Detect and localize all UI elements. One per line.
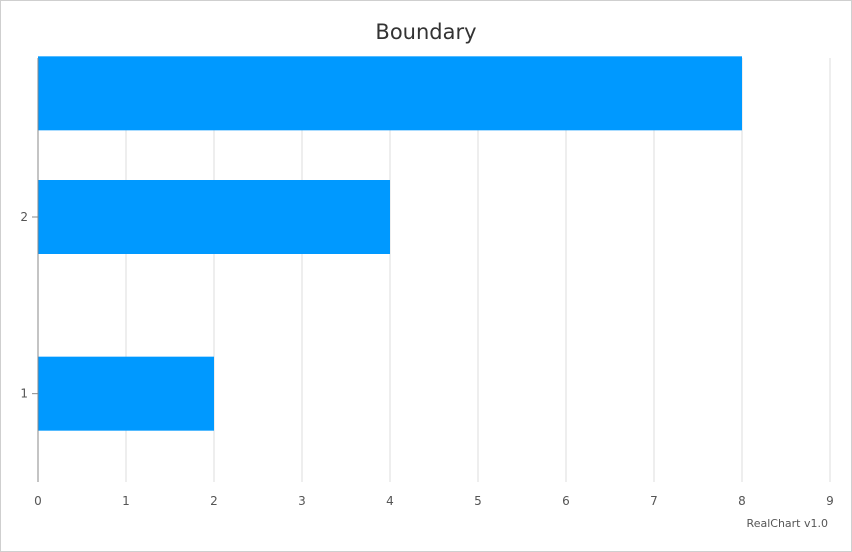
x-tick-label: 3 <box>298 494 306 508</box>
x-tick-label: 6 <box>562 494 570 508</box>
bars-group <box>38 56 742 431</box>
x-tick-label: 7 <box>650 494 658 508</box>
chart-title: Boundary <box>375 20 477 44</box>
y-tick-label: 1 <box>20 387 28 401</box>
credit-label: RealChart v1.0 <box>746 517 828 530</box>
x-tick-label: 5 <box>474 494 482 508</box>
y-tick-label: 2 <box>20 210 28 224</box>
x-tick-label: 0 <box>34 494 42 508</box>
bar-2[interactable] <box>38 180 390 254</box>
x-tick-label: 8 <box>738 494 746 508</box>
axes-group: 0 1 2 3 4 5 6 7 8 9 1 2 <box>20 58 834 508</box>
x-tick-label: 9 <box>826 494 834 508</box>
x-tick-label: 1 <box>122 494 130 508</box>
bar-3[interactable] <box>38 356 214 431</box>
x-tick-label: 4 <box>386 494 394 508</box>
x-tick-label: 2 <box>210 494 218 508</box>
bar-1[interactable] <box>38 56 742 131</box>
